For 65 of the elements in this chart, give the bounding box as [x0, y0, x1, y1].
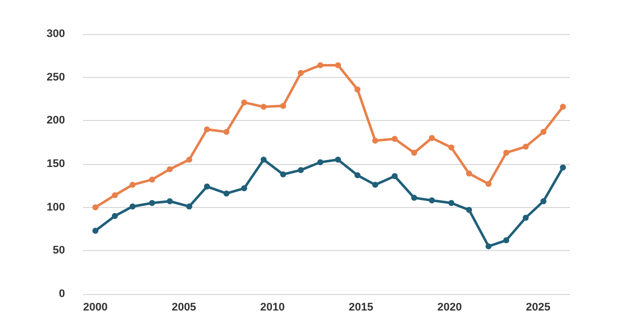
- point: [186, 203, 192, 210]
- point: [411, 194, 418, 201]
- point: [92, 204, 98, 210]
- y-tick-label: 100: [46, 201, 65, 214]
- x-tick-label: 2000: [83, 302, 108, 314]
- point: [92, 228, 98, 234]
- point: [540, 128, 546, 135]
- point: [112, 213, 118, 219]
- point: [241, 185, 248, 192]
- y-tick-label: 150: [46, 158, 65, 170]
- point: [130, 203, 136, 210]
- point: [241, 99, 248, 106]
- point: [260, 156, 267, 163]
- point: [204, 184, 210, 190]
- x-tick-label: 2010: [260, 302, 285, 314]
- x-tick-label: 2015: [348, 302, 374, 314]
- y-tick-label: 200: [46, 114, 65, 127]
- point: [298, 70, 304, 76]
- point: [486, 243, 492, 250]
- y-tick-label: 300: [46, 28, 65, 40]
- point: [448, 144, 454, 151]
- point: [280, 171, 286, 178]
- y-tick-label: 250: [46, 71, 65, 84]
- point: [392, 136, 398, 142]
- point: [503, 150, 510, 156]
- y-tick-label: 0: [58, 288, 65, 300]
- point: [204, 126, 210, 132]
- point: [317, 62, 324, 68]
- point: [166, 166, 173, 172]
- point: [486, 180, 492, 187]
- point: [354, 172, 360, 178]
- point: [540, 198, 546, 204]
- point: [354, 86, 360, 92]
- point: [503, 237, 510, 244]
- point: [522, 144, 529, 150]
- point: [411, 150, 418, 156]
- point: [149, 176, 156, 183]
- x-tick-label: 2020: [437, 302, 462, 314]
- point: [560, 104, 566, 110]
- point: [428, 197, 435, 204]
- point: [428, 135, 435, 141]
- point: [130, 182, 136, 188]
- x-tick-label: 2025: [526, 302, 550, 314]
- point: [186, 156, 192, 163]
- point: [335, 156, 342, 163]
- point: [260, 104, 267, 110]
- point: [335, 62, 342, 68]
- point: [223, 128, 230, 135]
- point: [560, 164, 566, 170]
- point: [149, 200, 156, 206]
- y-tick-label: 50: [52, 244, 65, 257]
- point: [298, 167, 304, 174]
- point: [280, 102, 286, 109]
- point: [223, 190, 230, 196]
- point: [317, 159, 324, 166]
- point: [522, 214, 529, 221]
- point: [112, 192, 118, 198]
- point: [466, 206, 472, 213]
- x-tick-label: 2005: [172, 302, 196, 314]
- point: [466, 170, 472, 177]
- point: [372, 138, 378, 144]
- point: [372, 182, 378, 188]
- point: [448, 200, 454, 206]
- point: [166, 198, 173, 204]
- point: [392, 173, 398, 180]
